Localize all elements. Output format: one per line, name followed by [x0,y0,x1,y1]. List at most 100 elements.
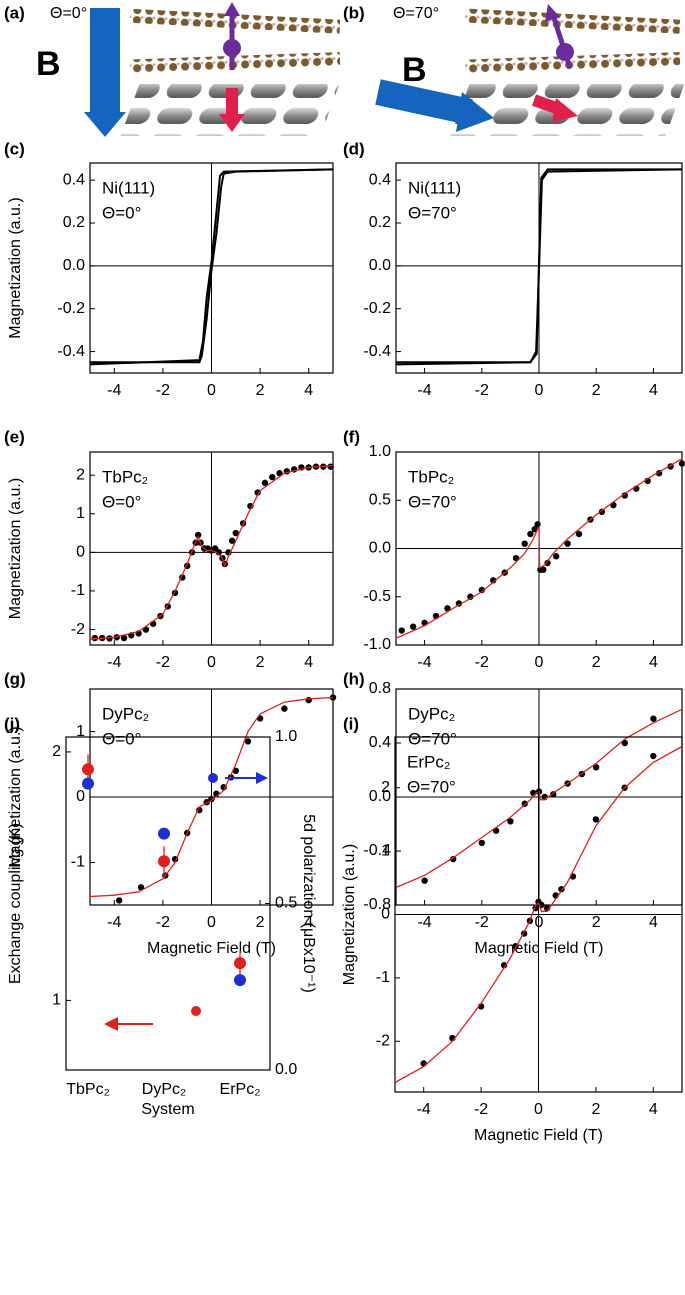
y-tick-label: 1 [381,842,390,859]
data-point [234,957,246,970]
x-tick-label: -4 [107,382,121,399]
x-tick-label: -4 [417,654,431,671]
x-tick-label: -2 [156,914,170,931]
illustration-a: (a) Θ=0° B [4,2,341,137]
data-point [261,479,269,487]
data-point [478,839,485,847]
y-tick-label: 0.0 [369,788,391,805]
x-tick-label: 4 [649,382,658,399]
data-point [521,540,528,547]
y-tick-label: 0.2 [63,214,85,231]
x-tick-label: 4 [304,382,313,399]
x-tick-label: 2 [591,1101,600,1118]
data-point [228,537,236,544]
y-tick-label: -0.4 [363,842,391,859]
x-tick-label: 4 [649,1101,658,1118]
x-tick-label: 0 [207,914,216,931]
data-point [247,502,254,510]
y-tick-label: -2 [376,1033,390,1050]
y-tick-label: -0.2 [363,300,391,317]
x-category-label: TbPc₂ [66,1081,110,1098]
series-line [395,708,683,889]
data-point [450,855,457,863]
x-tick-label: -4 [417,914,431,931]
panel-label: (b) [343,3,365,22]
series-line [89,464,334,640]
data-point [527,530,534,538]
data-point [575,530,583,538]
panel-label: (a) [4,3,25,22]
angle-label: Θ=70° [393,5,439,22]
annotation: Θ=70° [408,203,457,222]
annotation: ErPc₂ [407,752,450,771]
annotation: Ni(111) [408,178,461,197]
x-category-label: DyPc₂ [142,1081,186,1098]
y-tick-label: 0 [76,544,85,561]
x-tick-label: 2 [256,382,265,399]
x-tick-label: -2 [475,382,489,399]
y2-tick-label: 0.5 [275,895,297,912]
annotation: Θ=0° [102,203,141,222]
x-tick-label: 0 [207,654,216,671]
x-tick-label: 0 [535,654,544,671]
chart-panel: (f) -1.0 -0.5 0.0 0.5 1.0 -4 -2 0 2 4 TbPc₂ Θ=70° [343,427,685,671]
annotation: Θ=0° [102,729,141,748]
x-tick-label: -4 [417,1101,431,1118]
y-tick-label: 0.4 [369,734,391,751]
y-tick-label: 0.5 [369,491,391,508]
data-point [564,540,571,547]
data-point [82,777,94,790]
annotation: Θ=70° [407,777,456,796]
data-point [158,855,170,868]
y-axis-label: Magnetization (a.u.) [7,478,24,619]
y-tick-label: 0.4 [369,171,391,188]
y-tick-label: 0.0 [369,257,391,274]
x-tick-label: 0 [535,382,544,399]
axis-indicator [191,1006,201,1016]
data-point [598,508,606,516]
angle-label: Θ=0° [50,5,87,22]
y-axis-label: Exchange coupling (K) [7,823,24,984]
data-point [500,962,508,969]
x-tick-label: 4 [304,654,313,671]
x-tick-label: -2 [156,654,170,671]
data-point [678,460,685,467]
chart-panel: (c) -0.4 -0.2 0.0 0.2 0.4 -4 -2 0 2 4 Magnetization… [4,139,334,399]
panel-label: (e) [4,427,25,446]
data-point [194,531,202,539]
x-axis-label: Magnetic Field (T) [147,940,276,957]
x-tick-label: -4 [417,382,431,399]
data-point [398,627,405,634]
x-tick-label: 2 [592,654,601,671]
y-tick-label: -2 [71,621,85,638]
y-tick-label: 1 [76,505,85,522]
annotation: TbPc₂ [102,467,148,486]
x-tick-label: 0 [534,1101,543,1118]
x-tick-label: 2 [592,382,601,399]
panel-label: (j) [4,714,20,733]
y-tick-label: -1 [71,854,85,871]
data-point [444,605,451,612]
y-tick-label: -0.8 [363,896,391,913]
y-axis-label: Magnetization (a.u.) [7,197,24,338]
data-point [650,752,657,760]
y-tick-label: 1.0 [369,443,391,460]
chart-panel: (d) -0.4 -0.2 0.0 0.2 0.4 -4 -2 0 2 4 Ni(111) Θ=70° [343,139,683,399]
axis-arrow-head [256,772,268,784]
y-tick-label: -1 [71,582,85,599]
data-point [244,738,252,745]
y-tick-label: 0.0 [369,540,391,557]
x-tick-label: -4 [107,654,121,671]
series-line [395,168,682,366]
panel-label: (h) [343,669,365,688]
data-point [421,877,428,884]
data-point [540,566,547,573]
y2-axis-label: 5d polarization (μBx10⁻¹) [300,814,317,993]
y-tick-label: 0 [76,788,85,805]
data-point [621,739,628,747]
y2-tick-label: 0.0 [275,1061,297,1078]
annotation: Θ=70° [408,492,457,511]
field-label: B [402,51,427,89]
data-point [269,473,276,481]
